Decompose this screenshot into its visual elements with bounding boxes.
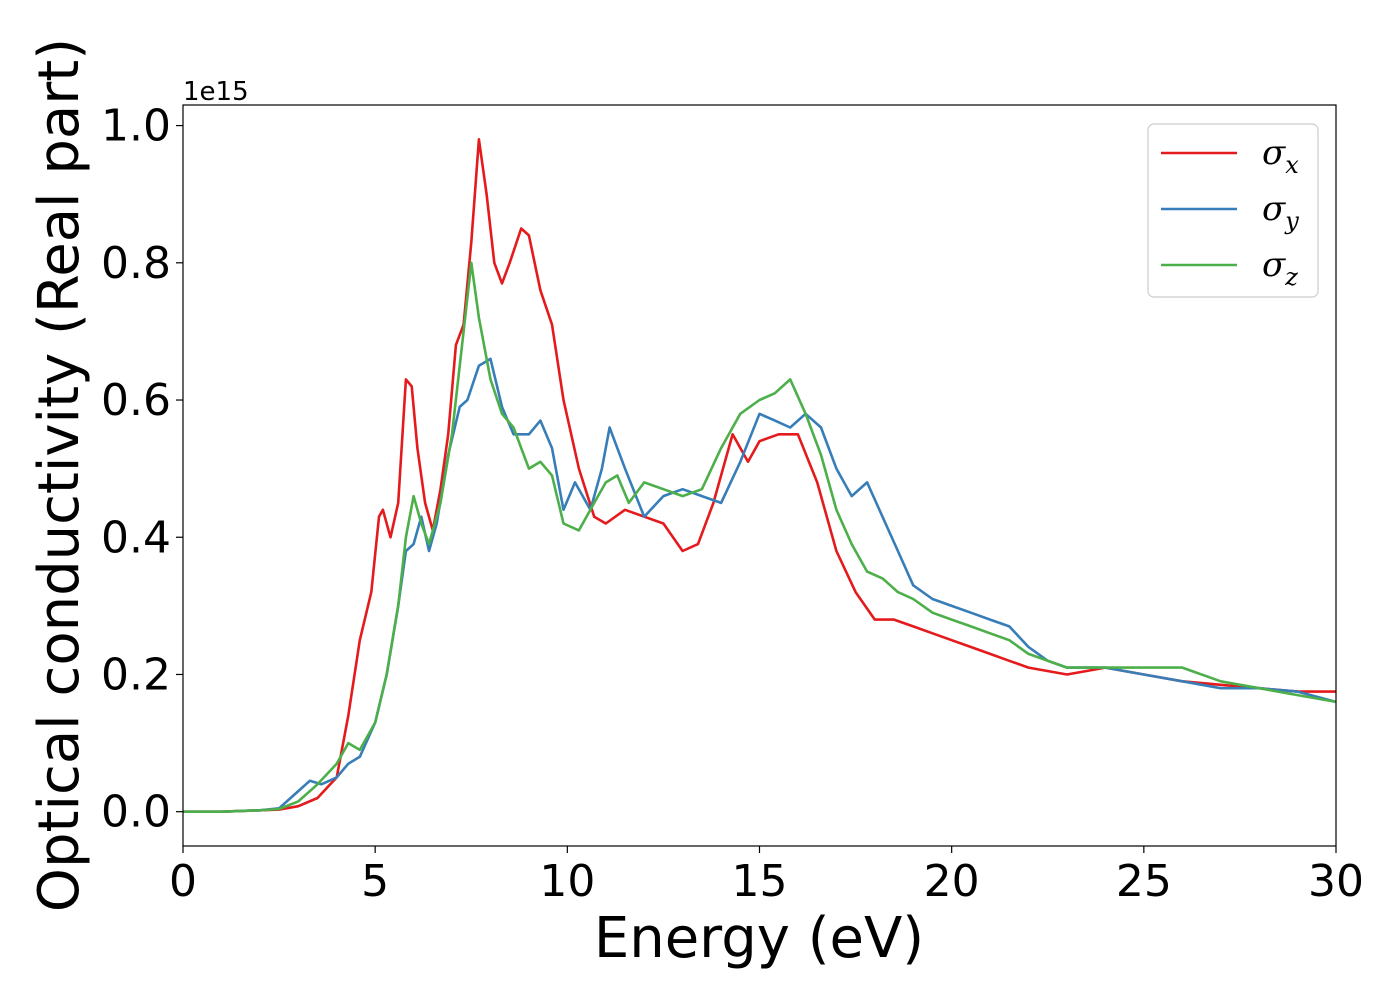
series-line-x: [183, 138, 1336, 813]
y-offset-label: 1e15: [183, 77, 249, 107]
x-tick-label: 10: [539, 856, 595, 907]
y-tick-label: 0.0: [101, 787, 171, 838]
x-tick-label: 5: [361, 856, 389, 907]
y-tick-label: 0.2: [101, 649, 171, 700]
y-tick-label: 0.6: [101, 375, 171, 426]
legend-label-x: σx: [1262, 133, 1299, 179]
legend-label-z: σz: [1262, 245, 1298, 291]
series-layer: [183, 138, 1337, 813]
series-line-z: [183, 261, 1337, 813]
x-tick-label: 15: [732, 856, 788, 907]
x-tick-label: 30: [1308, 856, 1364, 907]
y-axis-title: Optical conductivity (Real part): [27, 38, 92, 912]
y-axis: 0.0 0.2 0.4 0.6 0.8 1.0: [101, 101, 183, 838]
y-tick-label: 1.0: [101, 101, 171, 152]
x-axis-title: Energy (eV): [594, 906, 924, 971]
y-tick-label: 0.4: [101, 512, 171, 563]
legend: σx σy σz: [1147, 123, 1319, 298]
x-axis: 0 5 10 15 20 25 30: [169, 846, 1364, 907]
y-tick-label: 0.8: [101, 238, 171, 289]
x-tick-label: 20: [924, 856, 980, 907]
x-tick-label: 25: [1116, 856, 1172, 907]
x-tick-label: 0: [169, 856, 197, 907]
legend-label-y: σy: [1262, 189, 1299, 235]
legend-box: [1147, 123, 1319, 298]
